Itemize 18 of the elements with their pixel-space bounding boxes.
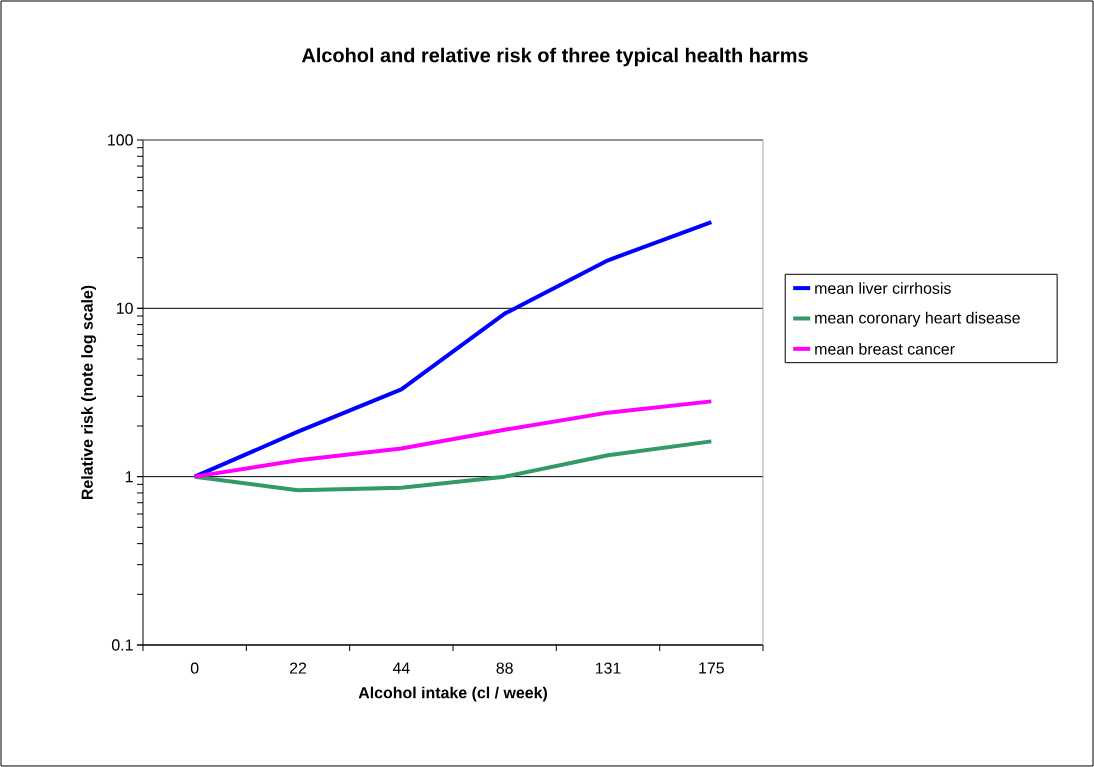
chart-title: Alcohol and relative risk of three typical health harms	[301, 47, 808, 67]
legend-label: mean liver cirrhosis	[815, 282, 951, 294]
y-tick-label: 100	[108, 134, 133, 146]
x-axis-title: Alcohol intake (cl / week)	[358, 686, 547, 702]
y-tick-label: 0.1	[111, 639, 133, 651]
x-tick-label: 88	[496, 662, 513, 674]
x-tick-label: 22	[289, 662, 307, 674]
y-tick-label: 10	[116, 302, 133, 314]
legend-label: mean coronary heart disease	[815, 311, 1020, 327]
x-tick-label: 175	[699, 662, 724, 674]
x-tick-label: 131	[595, 662, 621, 674]
line-series	[192, 439, 714, 493]
y-tick-label: 1	[125, 471, 133, 483]
legend-label: mean breast cancer	[815, 343, 955, 355]
x-tick-label: 0	[190, 662, 199, 674]
x-tick-label: 44	[392, 662, 410, 674]
line-series	[192, 399, 714, 479]
y-axis-title: Relative risk (note log scale)	[81, 285, 97, 500]
